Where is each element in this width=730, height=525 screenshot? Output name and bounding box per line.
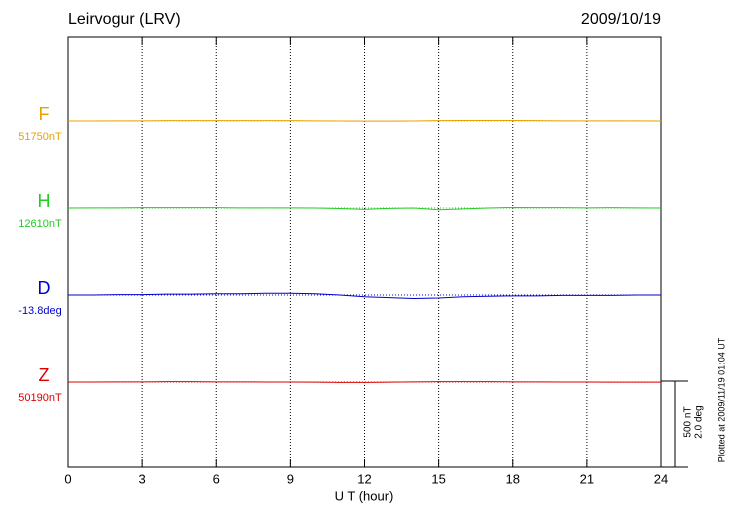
plotted-note: Plotted at 2009/11/19 01:04 UT (716, 337, 726, 462)
x-tick-label: 6 (213, 471, 220, 486)
trace (68, 381, 661, 383)
baseline-label: 50190nT (18, 392, 62, 404)
scale-label: 2.0 deg (694, 405, 705, 438)
legend-name: Z (39, 365, 50, 385)
x-axis-label: U T (hour) (335, 488, 394, 503)
baseline-label: 12610nT (18, 218, 62, 230)
date: 2009/10/19 (581, 11, 661, 28)
x-tick-label: 9 (287, 471, 294, 486)
x-tick-label: 12 (357, 471, 371, 486)
legend-name: F (39, 104, 50, 124)
x-tick-label: 24 (654, 471, 668, 486)
baseline-label: -13.8deg (18, 305, 61, 317)
trace (68, 119, 662, 122)
baseline-label: 51750nT (18, 131, 62, 143)
trace (67, 206, 662, 211)
plot-frame (67, 36, 662, 468)
x-tick-label: 21 (580, 471, 594, 486)
legend-name: D (38, 278, 51, 298)
x-tick-label: 3 (139, 471, 146, 486)
x-tick-label: 15 (431, 471, 445, 486)
x-tick-label: 0 (64, 471, 71, 486)
x-tick-label: 18 (506, 471, 520, 486)
legend-name: H (38, 191, 51, 211)
scale-label: 500 nT (683, 406, 694, 437)
trace (68, 292, 661, 299)
chart-title: Leirvogur (LRV) (68, 11, 181, 28)
